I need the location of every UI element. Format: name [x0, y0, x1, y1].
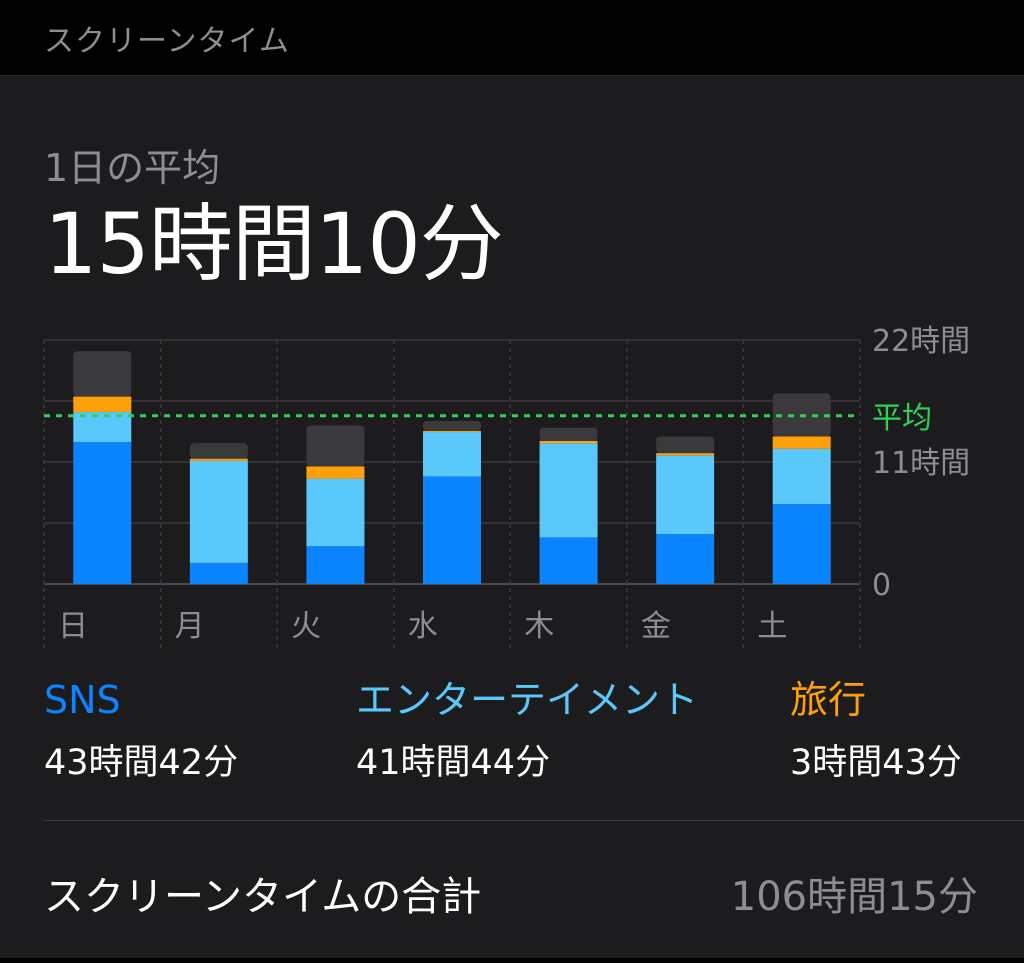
bar-entertainment[interactable] — [539, 443, 598, 538]
daily-average-label: 1日の平均 — [44, 146, 221, 190]
section-title: スクリーンタイム — [44, 24, 290, 59]
bar-travel[interactable] — [772, 436, 831, 449]
bar-other[interactable] — [539, 427, 598, 441]
bar-travel[interactable] — [656, 453, 715, 456]
y-tick-label: 11時間 — [872, 446, 970, 481]
bar-travel[interactable] — [539, 440, 598, 444]
divider — [44, 820, 1024, 821]
section-header: スクリーンタイム — [0, 0, 1024, 76]
legend-travel-value: 3時間43分 — [790, 742, 962, 783]
daily-average-value: 15時間10分 — [44, 195, 504, 293]
bar-entertainment[interactable] — [306, 478, 365, 547]
bar-sns[interactable] — [73, 442, 132, 584]
legend-entertainment-value: 41時間44分 — [356, 742, 551, 783]
legend-sns-value: 43時間42分 — [44, 742, 239, 783]
x-tick-label: 月 — [175, 609, 205, 644]
x-tick-label: 土 — [757, 609, 787, 644]
bar-other[interactable] — [189, 443, 248, 459]
bar-travel[interactable] — [189, 458, 248, 461]
screen-time-card[interactable] — [0, 76, 1024, 961]
legend-travel-name: 旅行 — [790, 678, 867, 722]
bar-entertainment[interactable] — [423, 432, 481, 477]
bar-other[interactable] — [306, 425, 365, 467]
bar-other[interactable] — [423, 420, 481, 431]
legend-entertainment-name: エンターテイメント — [356, 678, 699, 722]
bar-sns[interactable] — [772, 504, 831, 584]
x-tick-label: 日 — [58, 609, 88, 644]
x-tick-label: 金 — [641, 609, 671, 644]
bar-other[interactable] — [73, 351, 132, 397]
weekly-usage-chart[interactable]: 日 月 火 水 木 金 土 平均 22時間 11時間 0 — [0, 320, 1024, 660]
x-tick-label: 木 — [524, 609, 554, 644]
total-screen-time-value: 106時間15分 — [730, 874, 978, 920]
legend-entertainment: エンターテイメント 41時間44分 — [356, 678, 698, 784]
bar-entertainment[interactable] — [656, 455, 715, 535]
bar-sns[interactable] — [306, 546, 365, 584]
bottom-edge — [0, 958, 1024, 963]
x-tick-label: 水 — [408, 609, 438, 644]
total-screen-time-label[interactable]: スクリーンタイムの合計 — [44, 874, 482, 920]
bar-sns[interactable] — [423, 476, 481, 584]
bar-sns[interactable] — [656, 534, 715, 584]
bar-entertainment[interactable] — [772, 448, 831, 505]
bar-sns[interactable] — [189, 562, 248, 584]
bar-travel[interactable] — [306, 466, 365, 479]
y-tick-label: 22時間 — [872, 324, 970, 359]
bar-sns[interactable] — [539, 537, 598, 584]
bar-travel[interactable] — [423, 430, 481, 433]
y-tick-label: 0 — [872, 568, 891, 603]
bar-travel[interactable] — [73, 396, 132, 413]
legend-travel: 旅行 3時間43分 — [790, 678, 962, 784]
bar-other[interactable] — [656, 436, 715, 454]
x-tick-label: 火 — [291, 609, 321, 644]
bar-entertainment[interactable] — [189, 460, 248, 563]
legend-sns-name: SNS — [44, 678, 121, 722]
average-label: 平均 — [872, 401, 932, 436]
legend-sns: SNS 43時間42分 — [44, 678, 238, 784]
